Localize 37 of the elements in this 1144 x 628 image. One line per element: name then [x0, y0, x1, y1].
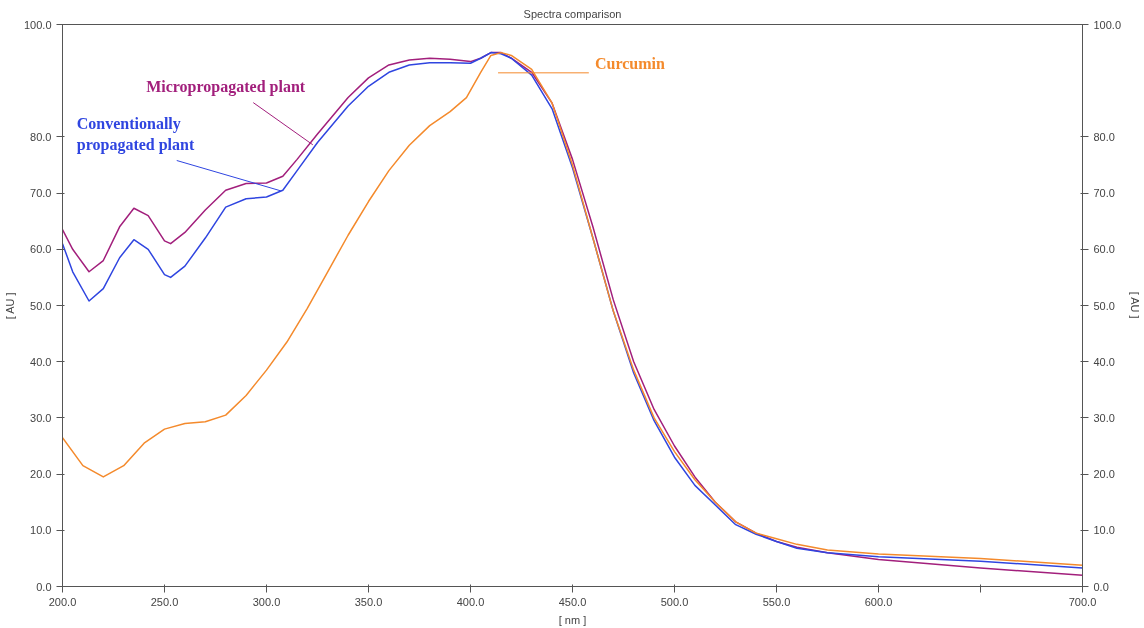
x-tick-label: 400.0 [456, 595, 485, 608]
y-tick-label: 80.0 [30, 130, 52, 143]
y2-tick-label: 60.0 [1093, 243, 1115, 256]
x-tick-label: 250.0 [150, 595, 179, 608]
y2-tick-label: 30.0 [1093, 411, 1115, 424]
x-tick-label: 550.0 [762, 595, 791, 608]
x-tick-label: 300.0 [252, 595, 281, 608]
x-tick-label: 700.0 [1068, 595, 1097, 608]
y2-tick-label: 40.0 [1093, 355, 1115, 368]
y-tick-label: 10.0 [30, 524, 52, 537]
y2-tick-label: 100.0 [1093, 18, 1122, 31]
y-tick-label: 40.0 [30, 355, 52, 368]
y2-tick-label: 50.0 [1093, 299, 1115, 312]
y2-tick-label: 70.0 [1093, 187, 1115, 200]
y2-tick-label: 10.0 [1093, 524, 1115, 537]
text: Curcumin [594, 55, 665, 73]
x-tick-label: 200.0 [48, 595, 77, 608]
text: Micropropagated plant [146, 77, 306, 96]
y-tick-label: 60.0 [30, 243, 52, 256]
y-tick-label: 30.0 [30, 411, 52, 424]
y-tick-label: 100.0 [23, 18, 52, 31]
text: Conventionally propagated plant [76, 115, 195, 154]
y-tick-label: 50.0 [30, 299, 52, 312]
y-axis-title: [ AU ] [3, 292, 16, 320]
x-tick-label: 600.0 [864, 595, 893, 608]
y-tick-label: 20.0 [30, 468, 52, 481]
y2-tick-label: 80.0 [1093, 130, 1115, 143]
y-tick-label: 0.0 [36, 580, 52, 593]
x-tick-label: 500.0 [660, 595, 689, 608]
y2-axis-title: [ AU ] [1129, 291, 1142, 319]
x-tick-label: 350.0 [354, 595, 383, 608]
x-tick-label: 450.0 [558, 595, 587, 608]
y2-tick-label: 0.0 [1093, 580, 1109, 593]
x-axis-title: [ nm ] [558, 613, 587, 626]
chart-title: Spectra comparison [523, 7, 622, 20]
y2-tick-label: 20.0 [1093, 468, 1115, 481]
y-tick-label: 70.0 [30, 187, 52, 200]
